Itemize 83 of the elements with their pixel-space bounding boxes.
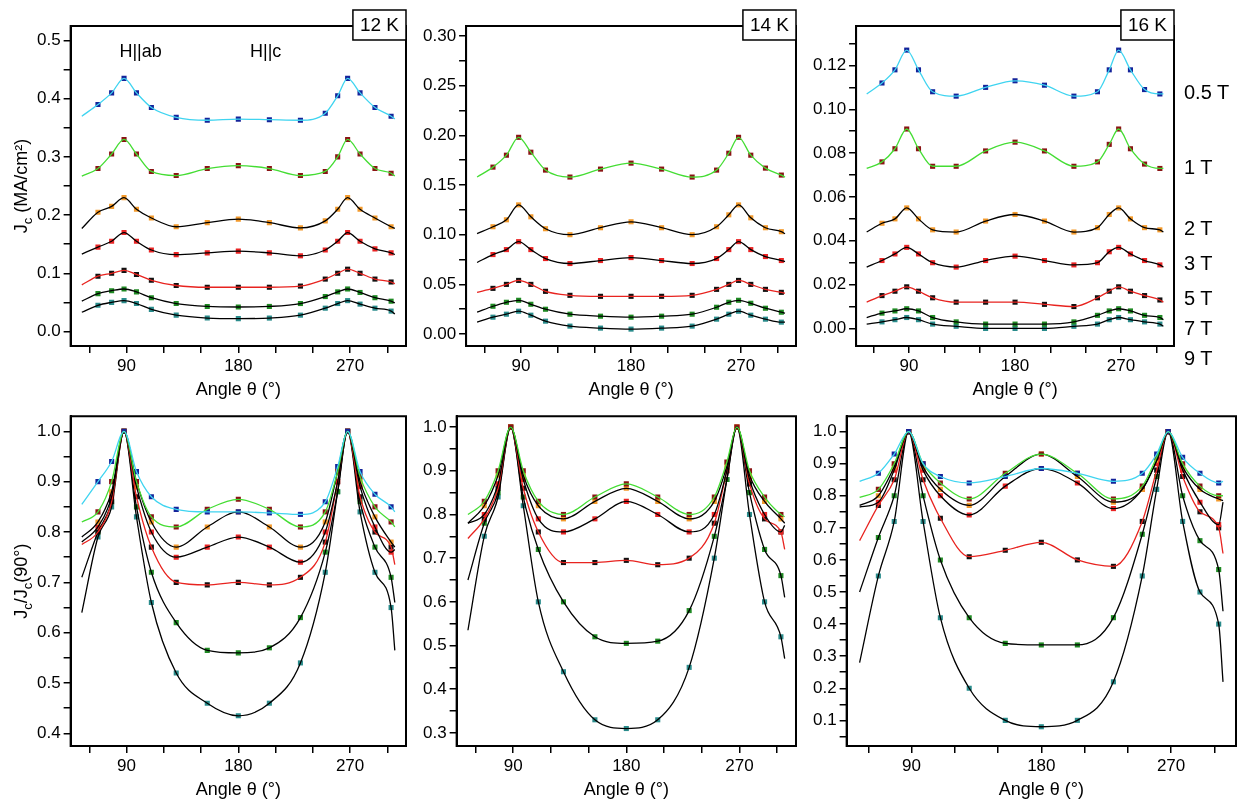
chart-title: 12 K — [359, 14, 400, 36]
y-tick-label: 0.6 — [422, 591, 447, 611]
x-tick-label: 270 — [725, 755, 754, 775]
y-tick-label: 0.4 — [36, 88, 61, 108]
series-label: 1 T — [1184, 155, 1213, 178]
x-tick-label: 180 — [1000, 355, 1030, 375]
x-tick-label: 180 — [1027, 755, 1056, 775]
x-axis-title: Angle θ (°) — [583, 779, 669, 800]
x-tick-label: 270 — [1106, 355, 1136, 375]
y-tick-label: 1.0 — [812, 421, 837, 441]
y-tick-label: 0.9 — [36, 471, 61, 491]
y-tick-label: 0.3 — [812, 645, 837, 665]
y-tick-label: 0.12 — [812, 55, 847, 75]
x-tick-label: 90 — [899, 355, 919, 375]
y-tick-label: 0.04 — [812, 230, 847, 250]
y-tick-label: 0.9 — [422, 460, 447, 480]
series-label: 2 T — [1184, 217, 1213, 240]
x-tick-label: 90 — [902, 755, 921, 775]
x-axis-title: Angle θ (°) — [972, 379, 1058, 400]
y-tick-label: 0.8 — [422, 504, 447, 524]
y-tick-label: 0.06 — [812, 186, 847, 206]
y-tick-label: 0.02 — [812, 274, 847, 294]
series-label: 0.5 T — [1184, 81, 1230, 104]
y-tick-label: 0.7 — [36, 572, 61, 592]
x-axis-title: Angle θ (°) — [195, 779, 281, 800]
y-tick-label: 1.0 — [36, 420, 61, 440]
x-tick-label: 180 — [616, 355, 646, 375]
x-tick-label: 270 — [335, 355, 365, 375]
y-tick-label: 0.00 — [422, 323, 457, 343]
y-tick-label: 0.3 — [422, 722, 447, 742]
y-tick-label: 0.0 — [36, 321, 61, 341]
y-tick-label: 1.0 — [422, 416, 447, 436]
y-axis-title: Jc (MA/cm²) — [10, 138, 35, 234]
y-tick-label: 0.2 — [36, 204, 61, 224]
y-tick-label: 0.5 — [36, 30, 61, 50]
x-tick-label: 90 — [511, 355, 531, 375]
x-tick-label: 270 — [1156, 755, 1186, 775]
y-tick-label: 0.30 — [422, 25, 457, 45]
series-label: 7 T — [1184, 317, 1213, 340]
x-tick-label: 90 — [117, 355, 136, 375]
series-label: 5 T — [1184, 287, 1213, 310]
chart-title: 16 K — [1127, 14, 1168, 36]
y-tick-label: 0.5 — [812, 581, 837, 601]
y-tick-label: 0.7 — [422, 547, 447, 567]
x-tick-label: 90 — [503, 755, 523, 775]
series-label: 3 T — [1184, 252, 1213, 275]
y-tick-label: 0.6 — [36, 622, 61, 642]
y-tick-label: 0.05 — [422, 274, 457, 294]
x-axis-title: Angle θ (°) — [588, 379, 674, 400]
chart-title: 14 K — [749, 14, 790, 36]
x-axis-title: Angle θ (°) — [998, 779, 1084, 800]
y-tick-label: 0.00 — [812, 318, 847, 338]
y-tick-label: 0.4 — [812, 613, 837, 633]
series-label: 9 T — [1184, 347, 1213, 370]
x-tick-label: 180 — [612, 755, 641, 775]
x-tick-label: 270 — [726, 355, 756, 375]
y-tick-label: 0.6 — [812, 549, 837, 569]
y-tick-label: 0.08 — [812, 142, 847, 162]
y-axis-title: Jc/Jc(90°) — [10, 543, 35, 619]
y-tick-label: 0.1 — [36, 262, 61, 282]
y-tick-label: 0.25 — [422, 75, 457, 95]
y-tick-label: 0.20 — [422, 125, 457, 144]
annotation: H||ab — [119, 40, 162, 61]
y-tick-label: 0.9 — [812, 453, 837, 473]
x-axis-title: Angle θ (°) — [195, 379, 281, 400]
x-tick-label: 90 — [117, 755, 136, 775]
y-tick-label: 0.3 — [36, 146, 61, 166]
y-tick-label: 0.8 — [36, 521, 61, 541]
y-tick-label: 0.1 — [812, 710, 837, 730]
annotation: H||c — [249, 40, 282, 61]
y-tick-label: 0.7 — [812, 517, 837, 537]
x-tick-label: 270 — [335, 755, 365, 775]
y-tick-label: 0.2 — [812, 677, 837, 697]
x-tick-label: 180 — [224, 355, 253, 375]
y-tick-label: 0.10 — [422, 224, 457, 244]
y-tick-label: 0.10 — [812, 98, 847, 118]
y-tick-label: 0.8 — [812, 485, 837, 505]
y-tick-label: 0.4 — [36, 723, 61, 743]
y-tick-label: 0.4 — [422, 678, 447, 698]
x-tick-label: 180 — [224, 755, 253, 775]
y-tick-label: 0.5 — [36, 672, 61, 692]
y-tick-label: 0.15 — [422, 174, 457, 194]
y-tick-label: 0.5 — [422, 635, 447, 655]
